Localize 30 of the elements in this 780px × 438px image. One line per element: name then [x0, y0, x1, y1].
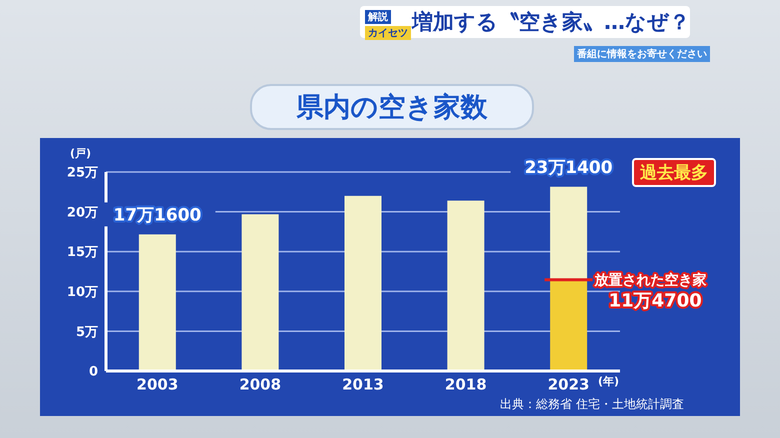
y-axis-title: (戸): [70, 146, 92, 161]
source-note: 出典：総務省 住宅・土地統計調査: [500, 396, 684, 413]
y-tick-label: 25万: [66, 166, 98, 181]
bar: [550, 280, 588, 371]
chart-title: 県内の空き家数: [250, 84, 534, 130]
x-axis-title: (年): [598, 374, 620, 389]
total-label: 23万1400: [524, 158, 613, 178]
x-tick-label: 2013: [342, 376, 384, 394]
bar: [550, 186, 588, 280]
data-label: 11万4700: [608, 290, 702, 312]
total-label: 17万1600: [113, 205, 202, 226]
y-tick-label: 0: [88, 364, 98, 380]
y-tick-label: 5万: [76, 324, 98, 340]
text: 解説: [365, 10, 391, 24]
bar: [242, 214, 279, 371]
y-tick-label: 20万: [66, 205, 98, 220]
text: カイセツ: [365, 26, 411, 40]
bar: [344, 196, 382, 371]
y-tick-label: 15万: [66, 245, 98, 260]
y-tick-label: 10万: [66, 285, 98, 300]
x-tick-label: 2018: [444, 376, 487, 394]
series-label: 放置された空き家: [594, 272, 707, 289]
text: 増加する〝空き家〟…なぜ？: [412, 9, 690, 36]
bar: [138, 234, 176, 371]
x-tick-label: 2003: [136, 376, 178, 394]
text: 過去最多: [632, 158, 716, 187]
x-tick-label: 2023: [548, 376, 590, 394]
bar: [447, 200, 484, 371]
x-tick-label: 2008: [239, 376, 282, 394]
text: 番組に情報をお寄せください: [574, 46, 710, 62]
